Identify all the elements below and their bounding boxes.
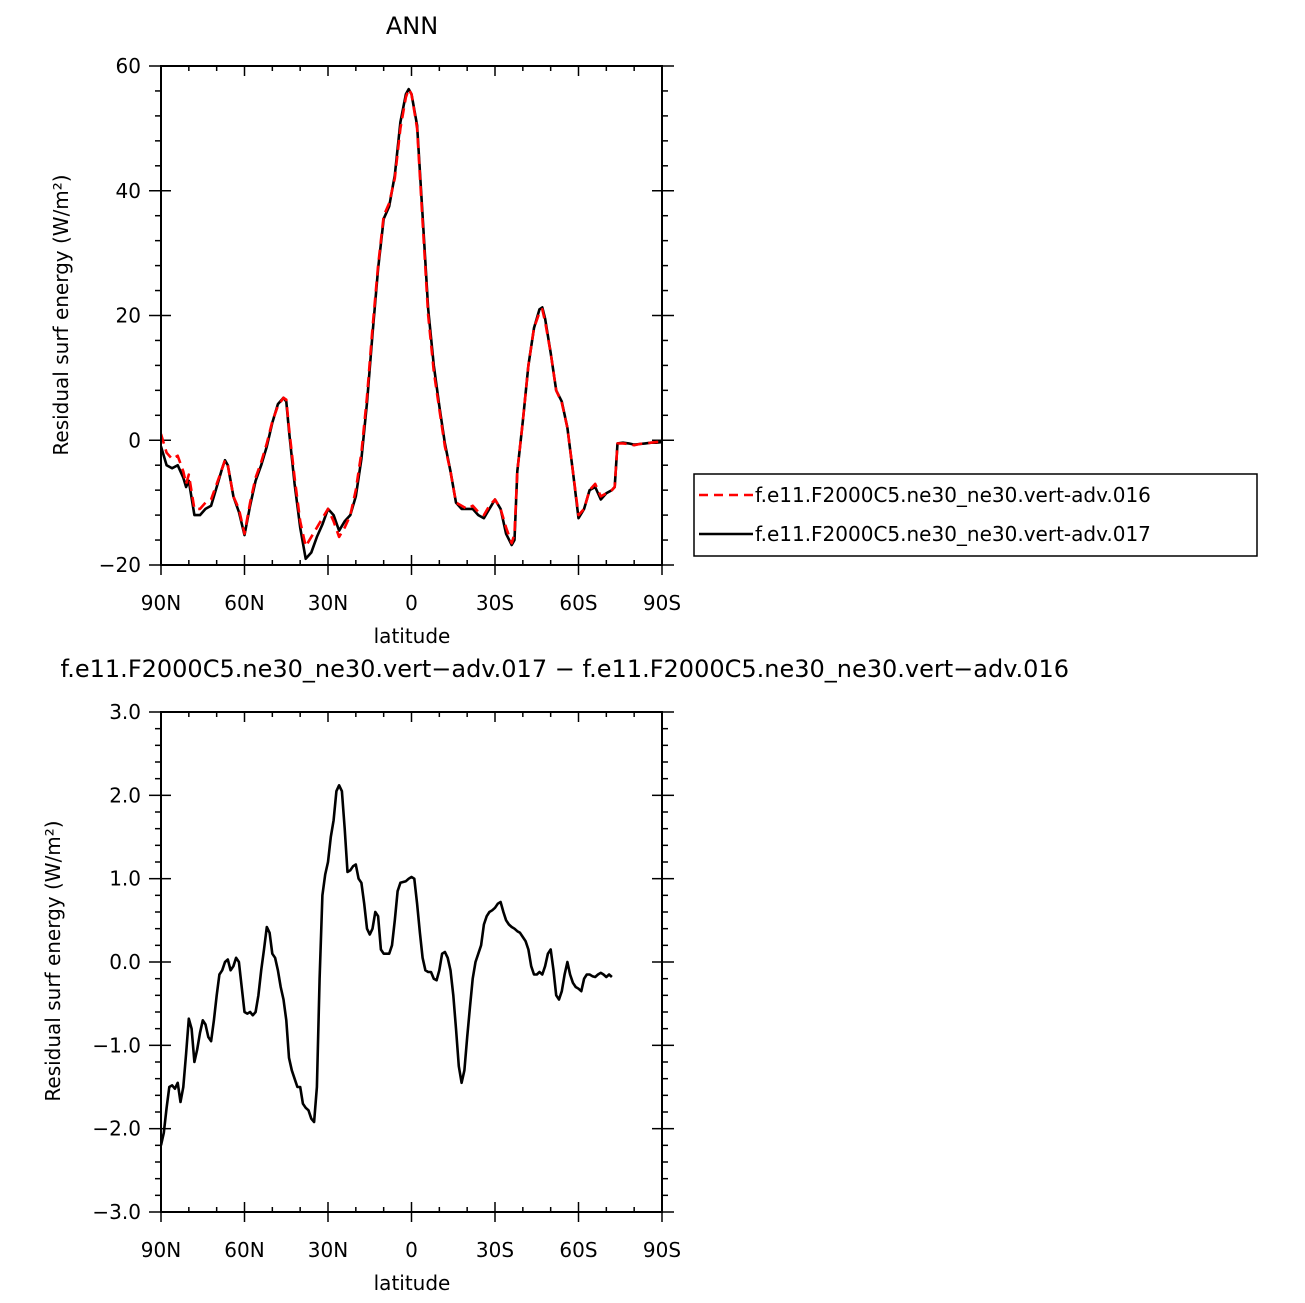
- bottom-panel-title: f.e11.F2000C5.ne30_ne30.vert−adv.017 − f…: [61, 655, 1069, 683]
- series-group: [161, 784, 613, 1146]
- legend: f.e11.F2000C5.ne30_ne30.vert-adv.016 f.e…: [693, 473, 1258, 557]
- x-tick-label: 0: [405, 591, 418, 615]
- bottom-x-axis-label: latitude: [374, 1271, 451, 1295]
- x-tick-label: 90N: [141, 591, 181, 615]
- y-tick-label: −3.0: [92, 1200, 141, 1224]
- y-tick-label: 40: [116, 179, 141, 203]
- x-tick-label: 30S: [476, 591, 514, 615]
- y-tick-label: −20: [99, 553, 141, 577]
- bottom-plot-area: 90N 60N 30N 0 30S 60S 90S −3.0 −2.0 −1.0 0.0 1.0 2.0…: [92, 700, 681, 1262]
- top-plot-area: 90N 60N 30N 0 30S 60S 90S −20 0 20 40 60: [99, 54, 681, 615]
- x-tick-label: 30N: [308, 591, 348, 615]
- series-line-0: [161, 784, 613, 1146]
- x-tick-label: 60S: [559, 591, 597, 615]
- y-tick-label: 0.0: [109, 950, 141, 974]
- x-tick-label: 60N: [224, 1238, 264, 1262]
- x-tick-label: 0: [405, 1238, 418, 1262]
- series-line-0: [161, 87, 662, 548]
- y-tick-label: −2.0: [92, 1117, 141, 1141]
- y-tick-label: 2.0: [109, 783, 141, 807]
- y-tick-label: −1.0: [92, 1033, 141, 1057]
- x-tick-label: 90N: [141, 1238, 181, 1262]
- x-tick-label: 90S: [643, 591, 681, 615]
- y-tick-label: 20: [116, 304, 141, 328]
- legend-label-017: f.e11.F2000C5.ne30_ne30.vert-adv.017: [755, 522, 1151, 546]
- x-tick-label: 30N: [308, 1238, 348, 1262]
- top-panel-title: ANN: [386, 12, 438, 40]
- legend-box: [693, 473, 1258, 557]
- plot-frame: [160, 65, 663, 566]
- series-line-1: [161, 87, 662, 561]
- x-tick-label: 60S: [559, 1238, 597, 1262]
- x-tick-label: 30S: [476, 1238, 514, 1262]
- top-x-axis-label: latitude: [374, 624, 451, 648]
- x-tick-label: 90S: [643, 1238, 681, 1262]
- top-y-axis-label: Residual surf energy (W/m²): [49, 174, 73, 455]
- y-tick-label: 60: [116, 54, 141, 78]
- plot-frame: [160, 711, 663, 1213]
- bottom-panel: f.e11.F2000C5.ne30_ne30.vert−adv.017 − f…: [41, 655, 1069, 1295]
- x-tick-label: 60N: [224, 591, 264, 615]
- bottom-y-axis-label: Residual surf energy (W/m²): [41, 820, 65, 1101]
- legend-label-016: f.e11.F2000C5.ne30_ne30.vert-adv.016: [755, 483, 1151, 507]
- series-group: [161, 87, 662, 561]
- top-panel: ANN 90N 60N 30N 0 30S 60S 90S −20 0 20 40 60 latitu…: [49, 12, 1258, 648]
- y-tick-label: 0: [128, 428, 141, 452]
- y-tick-label: 3.0: [109, 700, 141, 724]
- y-tick-label: 1.0: [109, 867, 141, 891]
